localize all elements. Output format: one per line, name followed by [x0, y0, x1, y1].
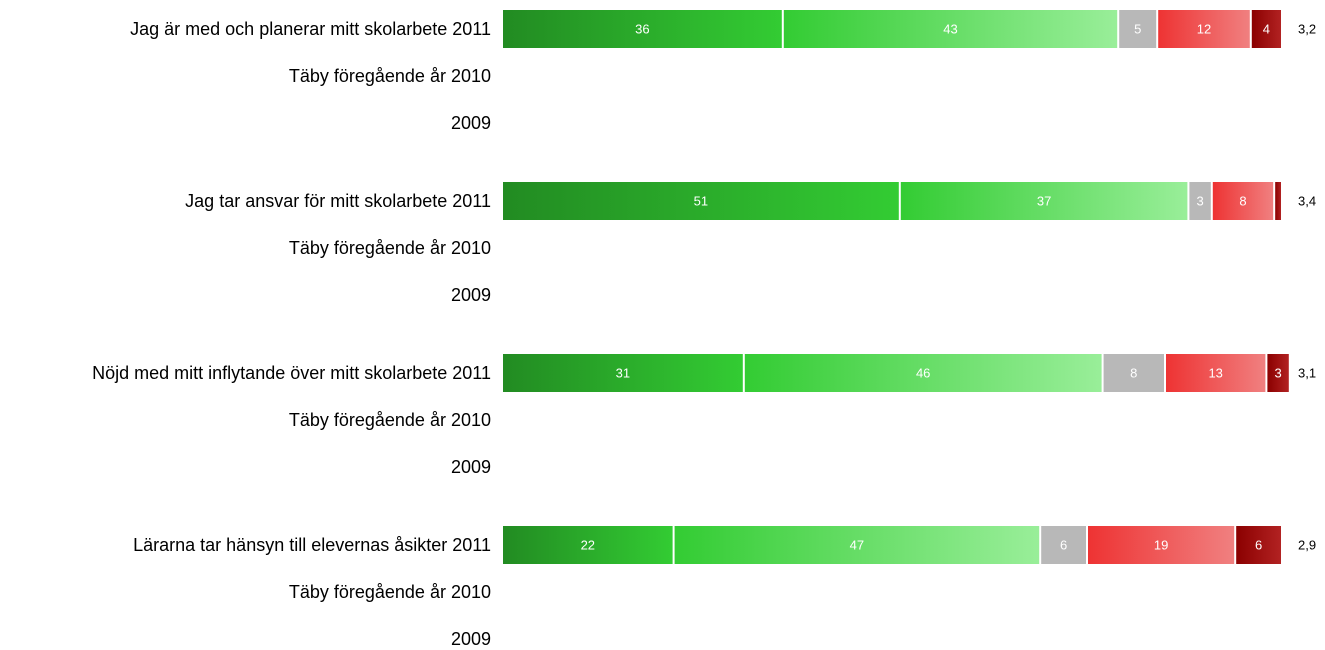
bar-segment — [1275, 182, 1281, 220]
chart-rows: Jag är med och planerar mitt skolarbete … — [92, 10, 1316, 649]
bar-segment — [503, 10, 782, 48]
segment-value-label: 3 — [1196, 194, 1203, 209]
row-label: Täby föregående år 2010 — [289, 582, 491, 602]
mean-value-label: 2,9 — [1298, 538, 1316, 553]
segment-value-label: 36 — [635, 22, 649, 37]
bar-segment — [1088, 526, 1235, 564]
segment-value-label: 12 — [1197, 22, 1211, 37]
segment-value-label: 47 — [850, 538, 864, 553]
bar-segment — [900, 182, 1188, 220]
row-label: 2009 — [451, 629, 491, 649]
row-label: 2009 — [451, 457, 491, 477]
bar-segment — [1103, 354, 1164, 392]
bar-segment — [1119, 10, 1157, 48]
segment-value-label: 13 — [1208, 366, 1222, 381]
segment-value-label: 6 — [1060, 538, 1067, 553]
segment-value-label: 3 — [1274, 366, 1281, 381]
row-label: Täby föregående år 2010 — [289, 238, 491, 258]
segment-value-label: 46 — [916, 366, 930, 381]
bar-segment — [1267, 354, 1289, 392]
segment-value-label: 6 — [1255, 538, 1262, 553]
mean-value-label: 3,4 — [1298, 194, 1316, 209]
bar-segment — [1212, 182, 1274, 220]
row-label: 2009 — [451, 285, 491, 305]
segment-value-label: 37 — [1037, 194, 1051, 209]
bar-segment — [674, 526, 1040, 564]
bar-segment — [1158, 10, 1250, 48]
bar-segment — [503, 526, 673, 564]
bar-segment — [783, 10, 1118, 48]
row-label: Täby föregående år 2010 — [289, 410, 491, 430]
row-label: Nöjd med mitt inflytande över mitt skola… — [92, 363, 491, 383]
segment-value-label: 5 — [1134, 22, 1141, 37]
bar-segment — [1251, 10, 1281, 48]
segment-value-label: 51 — [694, 194, 708, 209]
bar-segment — [744, 354, 1102, 392]
segment-value-label: 4 — [1263, 22, 1270, 37]
row-label: Jag är med och planerar mitt skolarbete … — [130, 19, 491, 39]
bar-segment — [1041, 526, 1086, 564]
row-label: 2009 — [451, 113, 491, 133]
bar-segment — [1236, 526, 1281, 564]
mean-value-label: 3,1 — [1298, 366, 1316, 381]
segment-value-label: 43 — [943, 22, 957, 37]
row-label: Täby föregående år 2010 — [289, 66, 491, 86]
segment-value-label: 19 — [1154, 538, 1168, 553]
row-label: Jag tar ansvar för mitt skolarbete 2011 — [185, 191, 491, 211]
segment-value-label: 8 — [1130, 366, 1137, 381]
segment-value-label: 31 — [616, 366, 630, 381]
bar-segment — [1189, 182, 1211, 220]
segment-value-label: 22 — [581, 538, 595, 553]
bar-segment — [1166, 354, 1266, 392]
segment-value-label: 8 — [1239, 194, 1246, 209]
row-label: Lärarna tar hänsyn till elevernas åsikte… — [133, 535, 491, 555]
bar-segment — [503, 354, 743, 392]
mean-value-label: 3,2 — [1298, 22, 1316, 37]
bar-segment — [503, 182, 899, 220]
